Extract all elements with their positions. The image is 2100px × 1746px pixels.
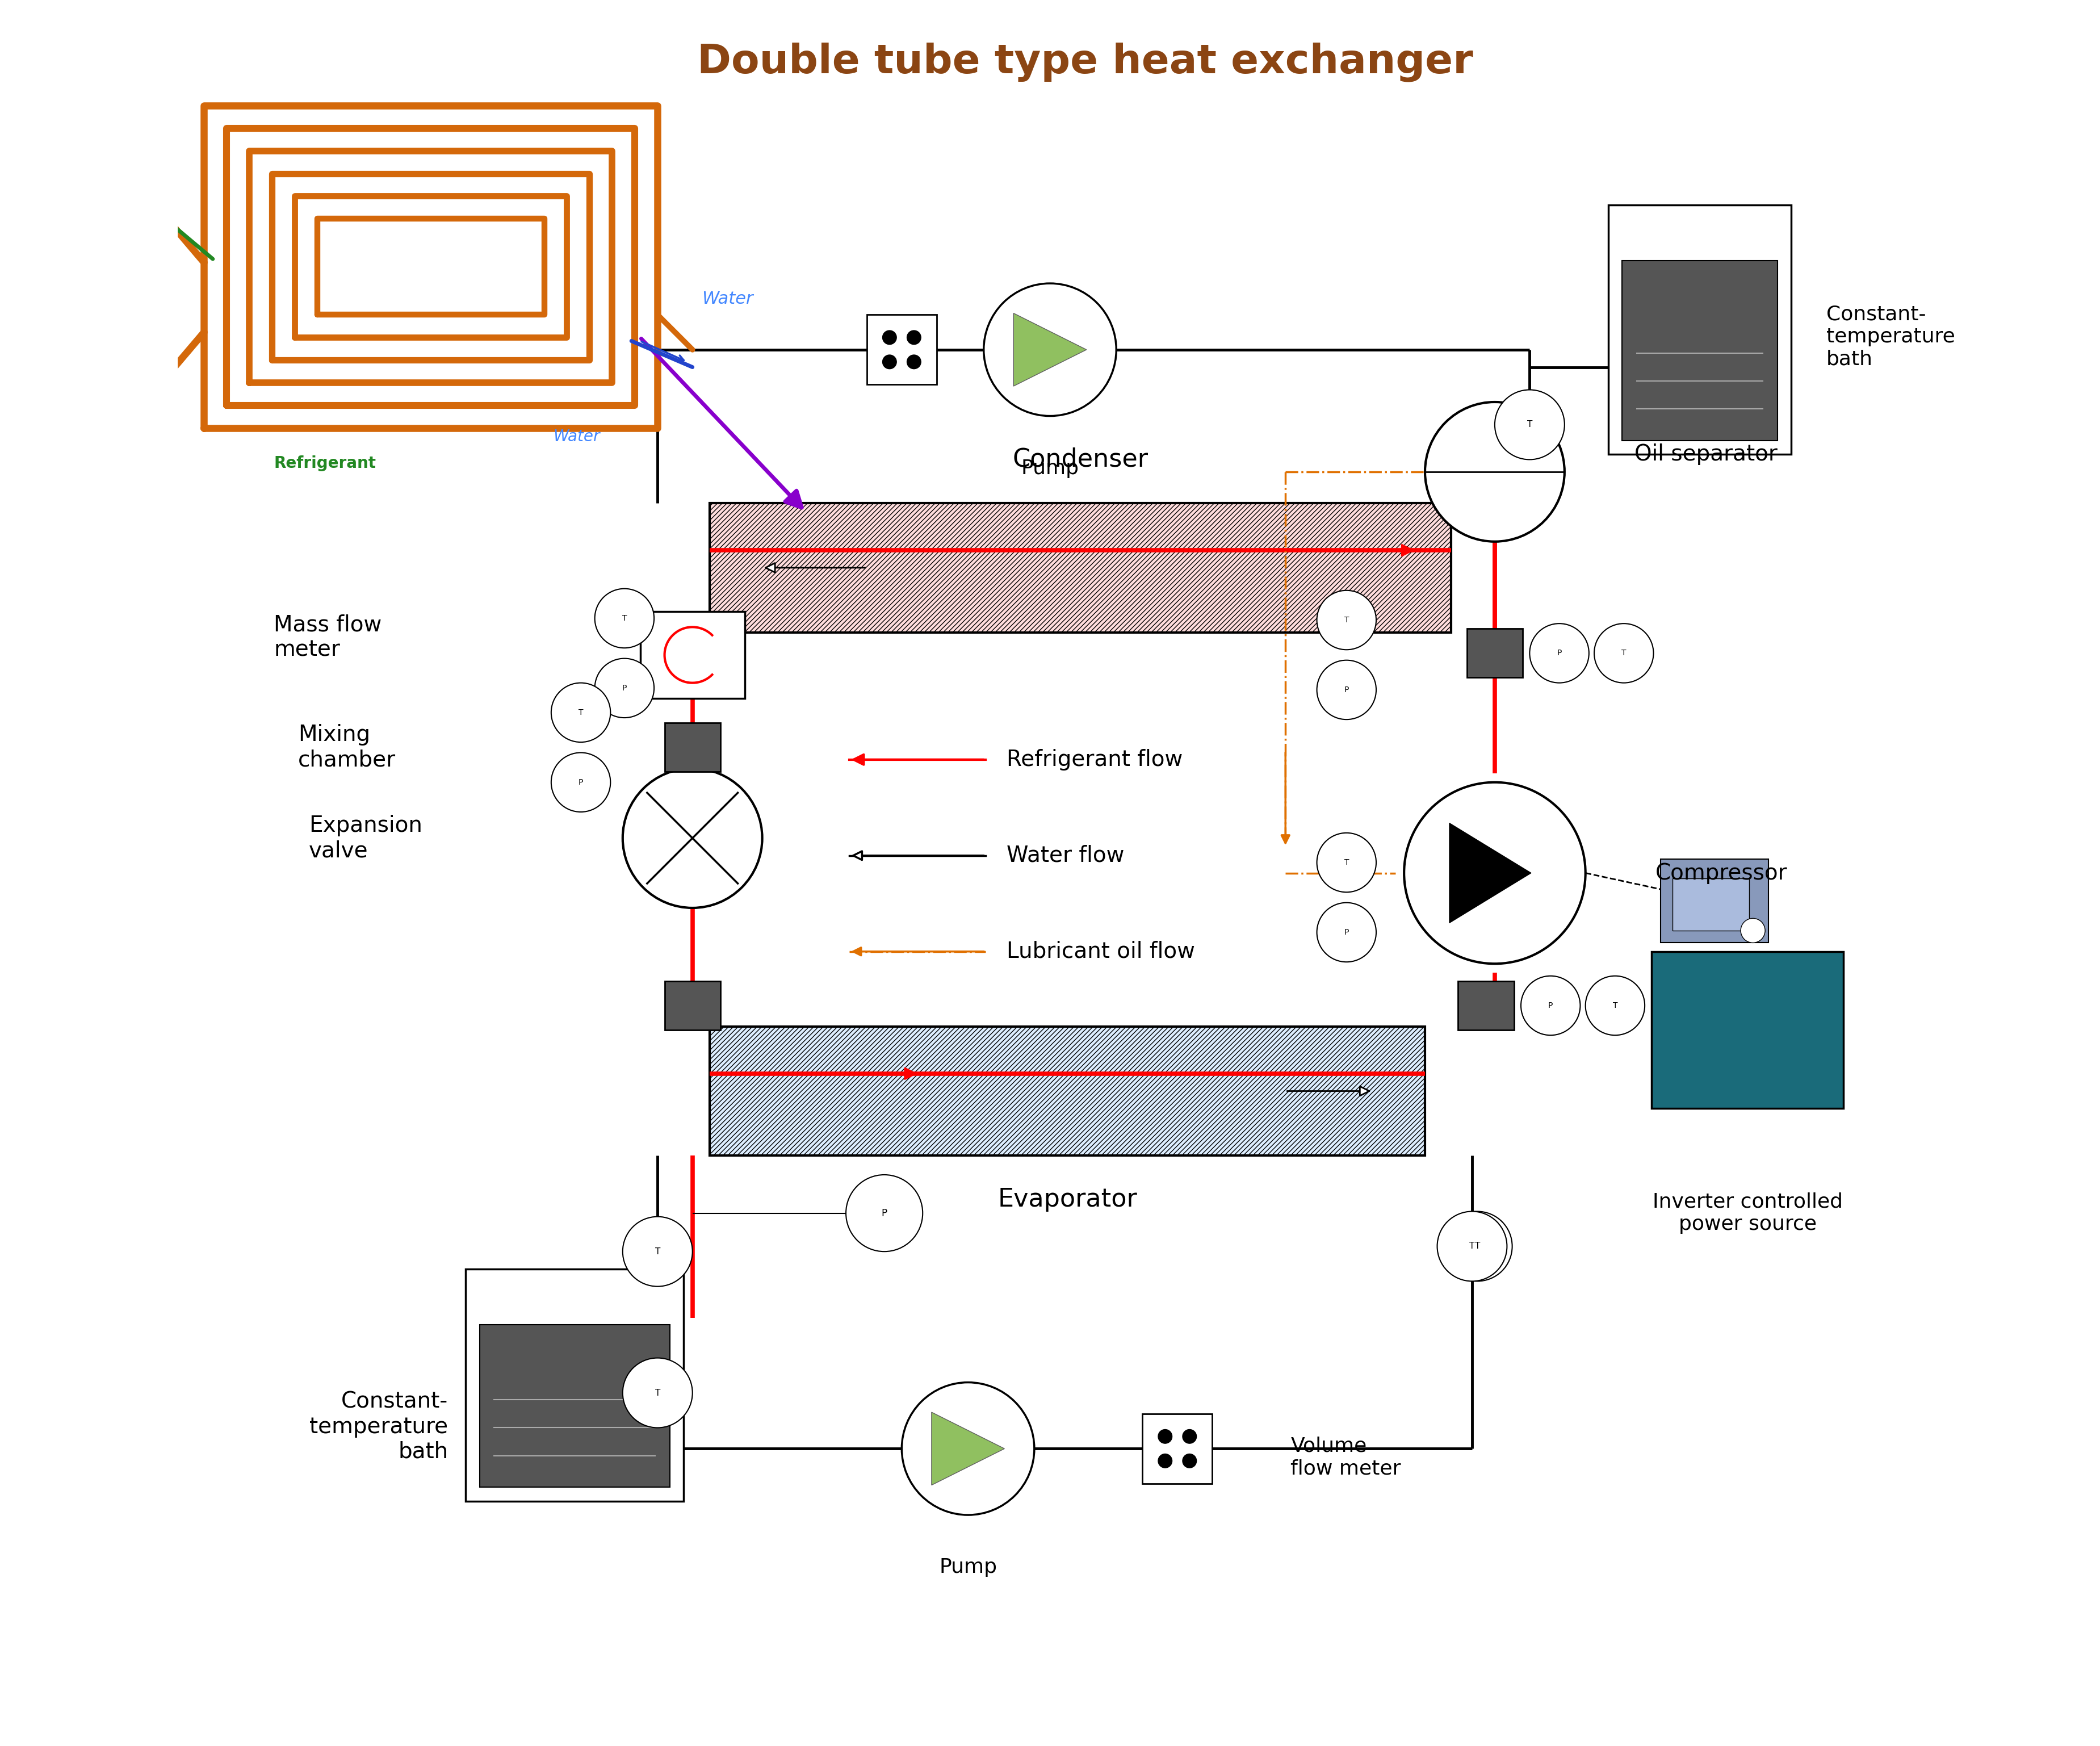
Circle shape — [1157, 1454, 1172, 1468]
Text: Mixing
chamber: Mixing chamber — [298, 725, 397, 770]
Bar — [1674, 878, 1749, 931]
Bar — [664, 723, 720, 772]
Text: T: T — [655, 1247, 659, 1255]
Text: P: P — [1548, 1002, 1554, 1009]
Bar — [1661, 859, 1768, 943]
Circle shape — [1436, 1212, 1508, 1282]
Text: Mass flow
meter: Mass flow meter — [273, 615, 382, 660]
Circle shape — [1529, 623, 1590, 683]
Circle shape — [1405, 782, 1586, 964]
Text: Refrigerant: Refrigerant — [273, 456, 376, 471]
Bar — [1653, 952, 1844, 1109]
Text: Compressor: Compressor — [1655, 863, 1787, 883]
Polygon shape — [932, 1413, 1004, 1486]
Circle shape — [901, 1383, 1035, 1516]
Text: Volume
flow meter: Volume flow meter — [1292, 1437, 1401, 1479]
Circle shape — [1157, 1430, 1172, 1444]
Text: P: P — [622, 684, 626, 691]
Circle shape — [1594, 623, 1653, 683]
Circle shape — [594, 658, 653, 718]
Text: T: T — [1527, 421, 1533, 430]
Text: Water: Water — [701, 292, 754, 307]
Text: Condenser: Condenser — [1012, 447, 1149, 471]
Circle shape — [1317, 590, 1376, 650]
Text: P: P — [882, 1208, 886, 1219]
Text: Evaporator: Evaporator — [997, 1187, 1138, 1212]
Polygon shape — [1014, 313, 1086, 386]
Circle shape — [882, 330, 897, 344]
Bar — [466, 1269, 685, 1502]
Text: Water: Water — [552, 430, 601, 445]
Circle shape — [550, 683, 611, 742]
Text: P: P — [1556, 650, 1562, 656]
Circle shape — [1520, 976, 1579, 1035]
Circle shape — [1495, 389, 1564, 459]
Bar — [1609, 204, 1791, 454]
Text: Water flow: Water flow — [1006, 845, 1124, 866]
Text: Oil separator: Oil separator — [1634, 443, 1777, 464]
Polygon shape — [1449, 822, 1531, 924]
Circle shape — [1317, 833, 1376, 892]
Text: P: P — [1344, 686, 1348, 693]
Text: Constant-
temperature
bath: Constant- temperature bath — [1827, 304, 1955, 368]
Circle shape — [1182, 1454, 1197, 1468]
Circle shape — [1426, 402, 1564, 541]
Bar — [710, 1027, 1426, 1156]
Circle shape — [550, 753, 611, 812]
Circle shape — [983, 283, 1117, 416]
Circle shape — [1741, 918, 1766, 943]
Circle shape — [907, 354, 922, 368]
Text: Expansion
valve: Expansion valve — [309, 815, 422, 861]
Text: Pump: Pump — [939, 1557, 997, 1577]
Text: Pump: Pump — [1021, 459, 1079, 478]
Text: T: T — [1344, 859, 1348, 866]
Bar — [664, 981, 720, 1030]
Bar — [479, 1325, 670, 1488]
Text: T: T — [1474, 1241, 1480, 1250]
Text: T: T — [1470, 1241, 1474, 1250]
Circle shape — [624, 1358, 693, 1428]
Text: T: T — [1621, 650, 1625, 656]
Text: T: T — [622, 615, 626, 622]
Circle shape — [907, 330, 922, 344]
Bar — [867, 314, 937, 384]
Circle shape — [1317, 660, 1376, 719]
Text: T: T — [655, 1388, 659, 1397]
Bar — [710, 503, 1451, 632]
Text: Constant-
temperature
bath: Constant- temperature bath — [309, 1392, 447, 1463]
Bar — [664, 629, 720, 677]
Text: Inverter controlled
power source: Inverter controlled power source — [1653, 1193, 1844, 1234]
Bar — [640, 611, 746, 698]
Circle shape — [882, 354, 897, 368]
Text: T: T — [1613, 1002, 1617, 1009]
Text: Double tube type heat exchanger: Double tube type heat exchanger — [697, 42, 1472, 82]
Circle shape — [1317, 903, 1376, 962]
Bar — [1468, 629, 1522, 677]
Text: T: T — [578, 709, 584, 716]
Circle shape — [624, 768, 762, 908]
Circle shape — [624, 1217, 693, 1287]
Bar — [1621, 260, 1777, 440]
Bar — [1142, 1414, 1212, 1484]
Circle shape — [1443, 1212, 1512, 1282]
Circle shape — [594, 588, 653, 648]
Bar — [1457, 981, 1514, 1030]
Text: P: P — [1344, 929, 1348, 936]
Circle shape — [1586, 976, 1644, 1035]
Text: P: P — [578, 779, 584, 786]
Circle shape — [846, 1175, 922, 1252]
Text: T: T — [1344, 616, 1348, 623]
Circle shape — [1182, 1430, 1197, 1444]
Text: Lubricant oil flow: Lubricant oil flow — [1006, 941, 1195, 962]
Text: Refrigerant flow: Refrigerant flow — [1006, 749, 1182, 770]
